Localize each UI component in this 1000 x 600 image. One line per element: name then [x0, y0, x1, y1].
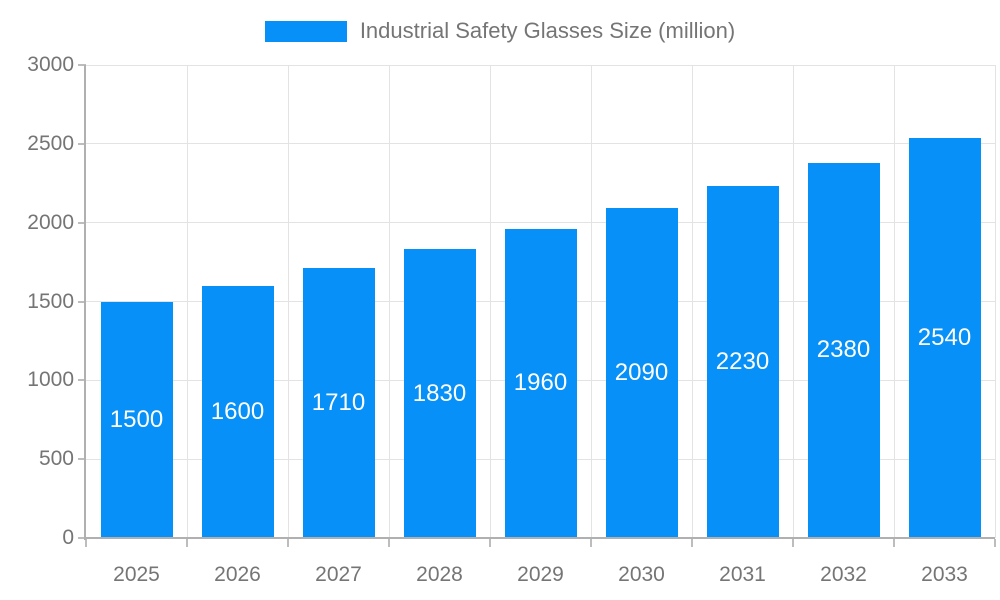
gridline-v: [186, 65, 188, 538]
gridline-h: [86, 222, 995, 224]
legend-swatch[interactable]: [264, 20, 347, 42]
x-tick: [792, 539, 794, 547]
x-tick: [287, 539, 289, 547]
x-tick-label: 2027: [315, 563, 362, 586]
x-tick-label: 2033: [921, 563, 968, 586]
bar[interactable]: [100, 301, 173, 538]
y-tick-label: 1000: [27, 368, 74, 392]
x-tick: [186, 539, 188, 547]
y-tick: [78, 537, 86, 539]
gridline-v: [489, 65, 491, 538]
gridline-v: [893, 65, 895, 538]
gridline-v: [388, 65, 390, 538]
x-tick-label: 2029: [517, 563, 564, 586]
x-tick: [691, 539, 693, 547]
x-tick-label: 2032: [820, 563, 867, 586]
gridline-h: [86, 64, 995, 66]
x-tick-label: 2025: [113, 563, 160, 586]
y-tick: [78, 64, 86, 66]
gridline-v: [792, 65, 794, 538]
x-tick: [590, 539, 592, 547]
y-tick: [78, 142, 86, 145]
bar[interactable]: [908, 137, 981, 538]
y-tick: [78, 458, 86, 461]
y-tick: [78, 379, 86, 382]
y-tick-label: 1500: [27, 289, 74, 313]
bar[interactable]: [504, 228, 577, 538]
bar[interactable]: [302, 268, 375, 538]
x-tick-label: 2026: [214, 563, 261, 586]
gridline-v: [691, 65, 693, 538]
y-tick-label: 0: [62, 526, 74, 549]
x-tick: [994, 539, 996, 547]
bar[interactable]: [403, 249, 476, 538]
x-tick: [85, 539, 87, 547]
y-tick-label: 2500: [27, 131, 74, 155]
legend[interactable]: Industrial Safety Glasses Size (million): [0, 18, 1000, 44]
y-axis-line: [84, 65, 86, 540]
x-tick: [893, 539, 895, 547]
gridline-v: [994, 65, 996, 538]
x-tick: [388, 539, 390, 547]
x-tick: [489, 539, 491, 547]
x-tick-label: 2030: [618, 563, 665, 586]
x-tick-label: 2028: [416, 563, 463, 586]
gridline-h: [86, 143, 995, 145]
y-tick: [78, 221, 86, 224]
bar[interactable]: [201, 285, 274, 538]
legend-label[interactable]: Industrial Safety Glasses Size (million): [359, 18, 736, 43]
y-tick-label: 2000: [27, 210, 74, 234]
x-tick-label: 2031: [719, 563, 766, 586]
y-tick-label: 500: [38, 447, 74, 471]
gridline-v: [287, 65, 289, 538]
bar[interactable]: [605, 208, 678, 538]
bar[interactable]: [706, 186, 779, 538]
y-tick: [78, 300, 86, 303]
y-tick-label: 3000: [27, 53, 74, 76]
bar[interactable]: [807, 162, 880, 538]
x-axis-line: [86, 537, 995, 539]
gridline-v: [590, 65, 592, 538]
